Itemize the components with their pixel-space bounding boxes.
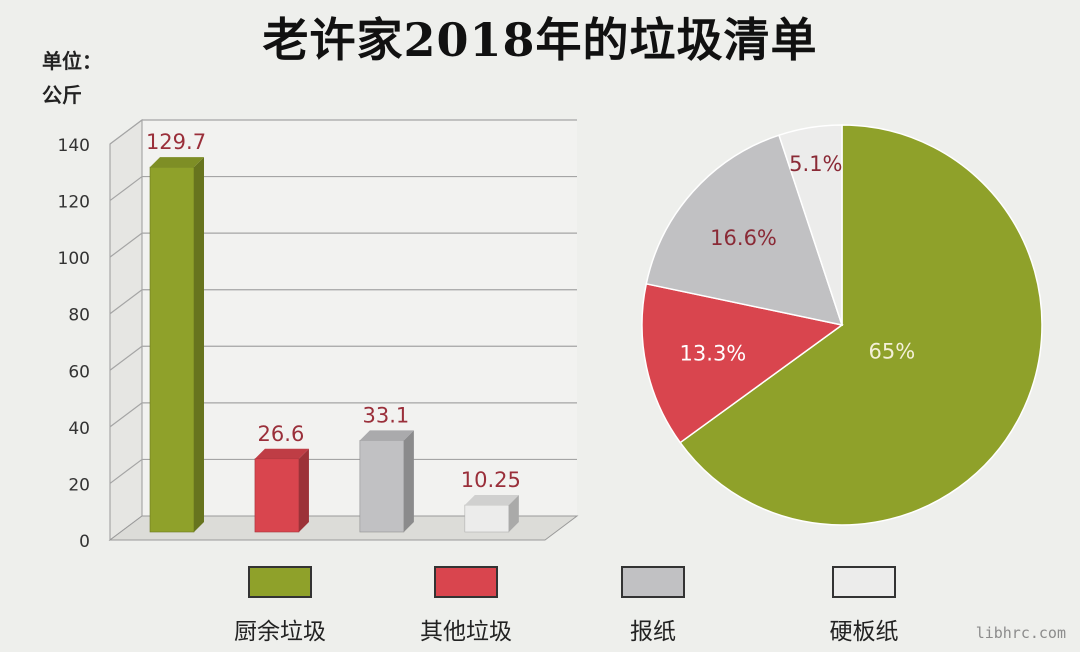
gridline (109, 232, 577, 258)
pie-data-label: 65% (869, 339, 916, 363)
pie-data-label: 16.6% (710, 226, 777, 250)
pie-data-label: 13.3% (680, 342, 747, 366)
gridline (109, 119, 577, 145)
bar-chart: 0 20 40 60 80 100 120 140 129.7 26.6 33.1 10.25 (58, 119, 579, 552)
bar-top (150, 157, 204, 168)
bar-top (254, 448, 309, 459)
bar-data-label: 129.7 (146, 130, 206, 154)
legend-label: 报纸 (630, 619, 676, 645)
bar-1 (254, 448, 309, 533)
bar-side (403, 430, 414, 532)
y-tick-label: 140 (58, 136, 90, 156)
y-tick-label: 0 (79, 532, 90, 552)
y-tick-label: 20 (68, 475, 90, 495)
bar-3 (464, 495, 519, 533)
legend-item-kitchen: 厨余垃圾 (180, 560, 380, 646)
pie-slice-0 (679, 124, 1043, 526)
legend-swatch (621, 566, 685, 598)
gridline (109, 289, 577, 315)
legend-swatch (832, 566, 896, 598)
bar-top (359, 430, 414, 441)
legend-label: 厨余垃圾 (234, 619, 326, 645)
legend-item-newspaper: 报纸 (553, 560, 753, 646)
y-tick-label: 60 (68, 362, 90, 382)
bar-side (298, 448, 309, 532)
gridline (109, 175, 577, 202)
unit-line-1: 单位： (42, 49, 102, 73)
y-tick-label: 120 (58, 193, 90, 213)
legend-swatch (434, 566, 498, 598)
bar-front (254, 458, 300, 533)
legend-item-cardboard: 硬板纸 (764, 560, 964, 646)
gridline (109, 402, 577, 428)
bar-side (194, 157, 204, 533)
watermark: libhrc.com (975, 624, 1066, 642)
bar-front (149, 166, 195, 533)
pie-chart: 65% 13.3% 16.6% 5.1% (641, 124, 1043, 526)
bar-side-wall (109, 119, 143, 541)
legend: 厨余垃圾 其他垃圾 报纸 硬板纸 (0, 560, 1080, 650)
gridline (109, 345, 577, 371)
bar-front (359, 440, 405, 533)
bar-back-wall (142, 120, 577, 516)
bar-front (464, 504, 510, 533)
bar-data-label: 10.25 (461, 468, 521, 492)
pie-slice-1 (641, 282, 844, 444)
bar-side (508, 495, 519, 532)
bar-0 (149, 157, 204, 533)
gridline (109, 458, 577, 484)
bar-top (464, 495, 519, 506)
bar-data-label: 26.6 (258, 422, 305, 446)
bar-data-label: 33.1 (363, 403, 410, 427)
legend-item-other: 其他垃圾 (366, 560, 566, 646)
pie-slice-3 (778, 124, 843, 326)
bar-2 (359, 430, 414, 533)
pie-data-label: 5.1% (789, 152, 842, 176)
legend-label: 其他垃圾 (420, 619, 512, 645)
y-tick-label: 40 (68, 419, 90, 439)
pie-slice-2 (645, 134, 844, 327)
unit-line-2: 公斤 (42, 83, 82, 107)
chart-canvas: 0 20 40 60 80 100 120 140 129.7 26.6 33.1 10.25 65%… (58, 119, 1043, 552)
y-axis-unit-label: 单位： 公斤 (42, 44, 102, 112)
y-tick-label: 80 (68, 306, 90, 326)
legend-swatch (248, 566, 312, 598)
legend-label: 硬板纸 (829, 619, 899, 645)
chart-title: 老许家2018年的垃圾清单 (262, 13, 818, 67)
bar-floor (108, 515, 579, 541)
y-tick-label: 100 (58, 249, 90, 269)
